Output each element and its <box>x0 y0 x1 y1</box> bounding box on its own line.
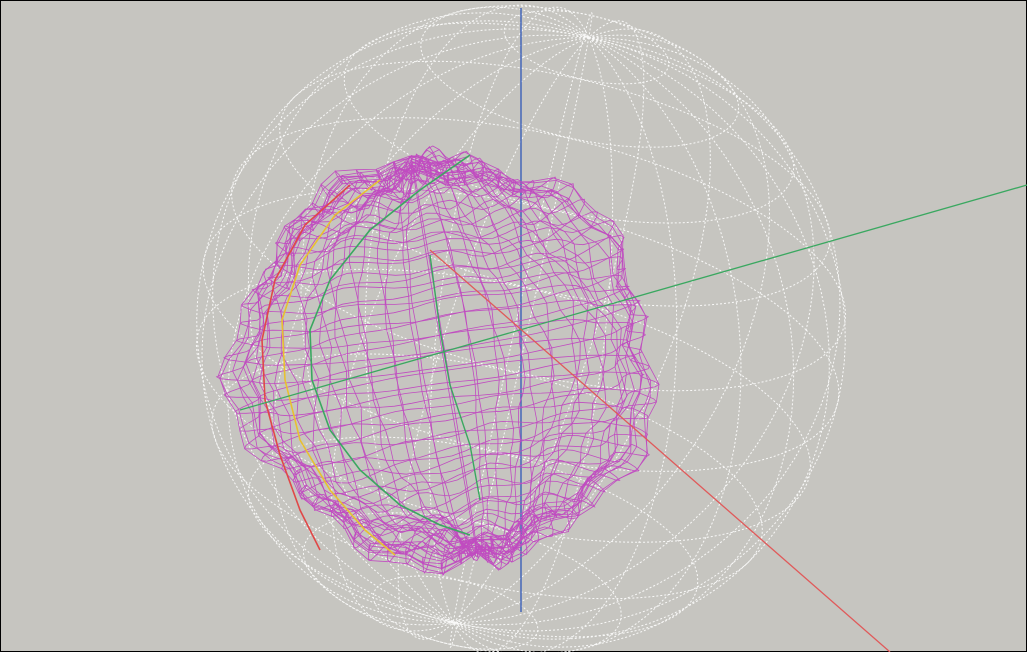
longitude-line <box>428 6 614 652</box>
mesh-meridian <box>412 159 581 561</box>
mesh-meridian <box>293 155 478 555</box>
yellow-curve <box>281 179 396 556</box>
longitude-line <box>331 28 711 632</box>
mesh-meridian <box>412 166 490 553</box>
latitude-line <box>195 268 812 543</box>
mesh-meridian <box>413 168 652 540</box>
mesh-meridian <box>357 169 475 544</box>
y-axis <box>239 184 1027 411</box>
green-curve <box>309 154 471 536</box>
mesh-meridian <box>219 169 476 565</box>
mesh-meridian <box>412 168 660 541</box>
mesh-meridian <box>311 162 476 549</box>
mesh-meridian <box>237 159 477 575</box>
mesh-meridian <box>348 164 476 544</box>
mesh-meridian <box>326 170 475 539</box>
mesh-meridian <box>413 158 577 547</box>
mesh-meridian <box>321 155 478 563</box>
mesh-meridian <box>413 168 607 554</box>
longitude-line <box>364 4 678 652</box>
mesh-meridian <box>411 146 500 559</box>
green-curve-inner <box>429 254 481 501</box>
latitude-line <box>503 10 670 85</box>
mesh-meridian <box>413 169 514 555</box>
longitude-line <box>247 12 795 648</box>
mesh-meridian <box>245 166 476 557</box>
mesh-meridian <box>232 157 477 569</box>
reference-sphere <box>195 4 847 652</box>
red-curve <box>261 184 351 551</box>
longitude-line <box>449 11 593 649</box>
mesh-meridian <box>410 155 628 563</box>
mesh-meridian <box>270 160 477 550</box>
mesh-meridian <box>400 159 477 557</box>
longitude-line <box>300 6 742 652</box>
mesh-meridian <box>411 151 590 549</box>
mesh-meridian <box>335 160 477 553</box>
mesh-meridian <box>412 169 477 549</box>
mesh-meridian <box>412 157 484 550</box>
x-axis <box>429 249 891 652</box>
mesh-meridian <box>412 164 624 560</box>
mesh-meridian <box>376 155 478 554</box>
mesh-meridian <box>410 156 642 553</box>
mesh-meridian <box>217 167 476 562</box>
mesh-meridian <box>411 158 636 553</box>
mesh-meridian <box>413 170 643 539</box>
